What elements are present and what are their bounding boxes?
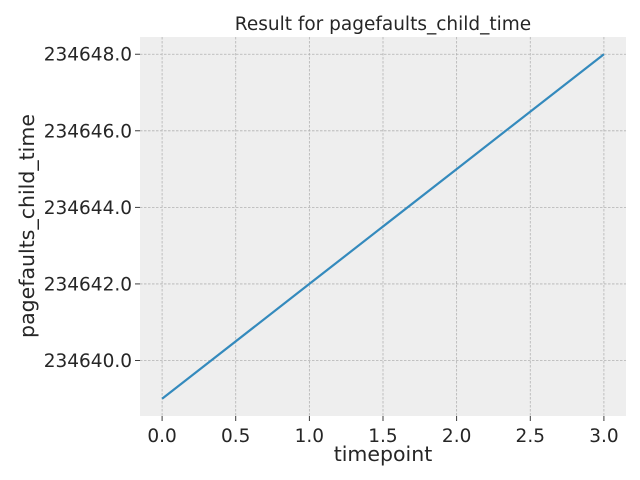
y-axis-label: pagefaults_child_time: [15, 114, 40, 338]
x-tick-label: 0.0: [147, 426, 176, 447]
series-line: [161, 53, 605, 400]
x-axis-label: timepoint: [334, 442, 433, 466]
x-tick-label: 0.5: [221, 426, 250, 447]
x-tick-label: 1.0: [295, 426, 324, 447]
x-tick-label: 2.0: [442, 426, 471, 447]
x-tick-label: 2.5: [516, 426, 545, 447]
series-lines: [161, 53, 605, 400]
y-tick-label: 234642.0: [44, 274, 132, 295]
y-tick-label: 234646.0: [44, 121, 132, 142]
y-tick-label: 234644.0: [44, 198, 132, 219]
chart-title: Result for pagefaults_child_time: [235, 14, 531, 35]
tick-labels: 0.0 0.5 1.0 1.5 2.0 2.5 3.0 234640.0 234642.0 234…: [44, 45, 619, 447]
y-tick-label: 234648.0: [44, 45, 132, 66]
x-tick-label: 1.5: [368, 426, 397, 447]
y-tick-label: 234640.0: [44, 351, 132, 372]
x-tick-label: 3.0: [589, 426, 618, 447]
